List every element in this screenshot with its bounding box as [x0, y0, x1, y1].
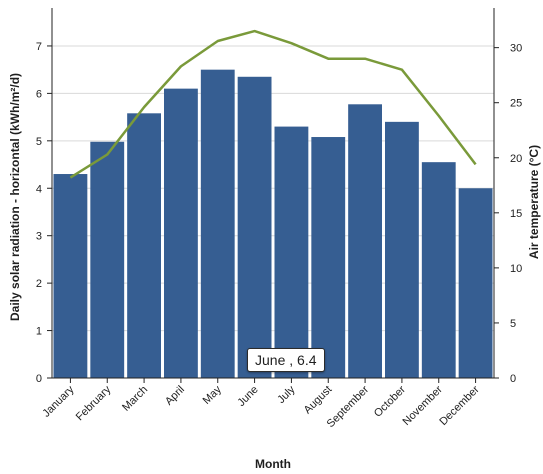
- chart-tooltip: June , 6.4: [247, 348, 325, 372]
- bar: [237, 76, 272, 379]
- y2-tick-label: 0: [510, 373, 516, 385]
- x-tick-label: February: [74, 383, 114, 423]
- x-tick-label: August: [302, 384, 335, 417]
- x-tick-label: December: [437, 383, 482, 428]
- y2-tick-label: 25: [510, 98, 522, 110]
- bar: [53, 174, 88, 378]
- x-axis-title: Month: [255, 457, 291, 471]
- x-tick-label: May: [201, 383, 225, 407]
- y2-tick-label: 15: [510, 208, 522, 220]
- x-tick-label: January: [40, 383, 77, 420]
- y2-tick-label: 5: [510, 318, 516, 330]
- y-axis-ticks: 0 1 2 3 4 5 6 7: [36, 41, 52, 385]
- x-tick-label: July: [275, 383, 298, 406]
- x-tick-label: April: [163, 384, 187, 408]
- gridlines: [52, 45, 494, 332]
- y-axis-title: Daily solar radiation - horizontal (kWh/…: [8, 73, 22, 321]
- y2-tick-label: 10: [510, 263, 522, 275]
- bar: [127, 113, 161, 379]
- y2-tick-label: 30: [510, 43, 522, 55]
- y-tick-label: 3: [36, 231, 42, 243]
- y-tick-label: 2: [36, 278, 42, 290]
- y-tick-label: 0: [36, 373, 42, 385]
- bar: [385, 121, 419, 378]
- x-tick-label: March: [120, 384, 150, 414]
- bar: [274, 126, 309, 378]
- bar: [348, 104, 382, 379]
- line-series: [69, 29, 477, 179]
- x-tick-label: June: [235, 384, 260, 409]
- y-tick-label: 7: [36, 41, 42, 53]
- y-tick-label: 4: [36, 183, 42, 195]
- bar: [164, 88, 198, 379]
- bar: [458, 188, 493, 378]
- bar: [90, 141, 125, 378]
- y-tick-label: 5: [36, 136, 42, 148]
- bar: [311, 137, 346, 378]
- temperature-series: [69, 29, 477, 179]
- y2-axis-ticks: 0 5 10 15 20 25 30: [494, 43, 522, 385]
- y-tick-label: 6: [36, 88, 42, 100]
- x-tick-label: October: [372, 383, 408, 419]
- bar: [421, 162, 456, 378]
- y2-tick-label: 20: [510, 153, 522, 165]
- y2-axis-title: Air temperature (°C): [527, 145, 541, 259]
- y-tick-label: 1: [36, 326, 42, 338]
- bar-series: [53, 69, 493, 379]
- axes: [51, 8, 495, 379]
- bar: [200, 69, 235, 379]
